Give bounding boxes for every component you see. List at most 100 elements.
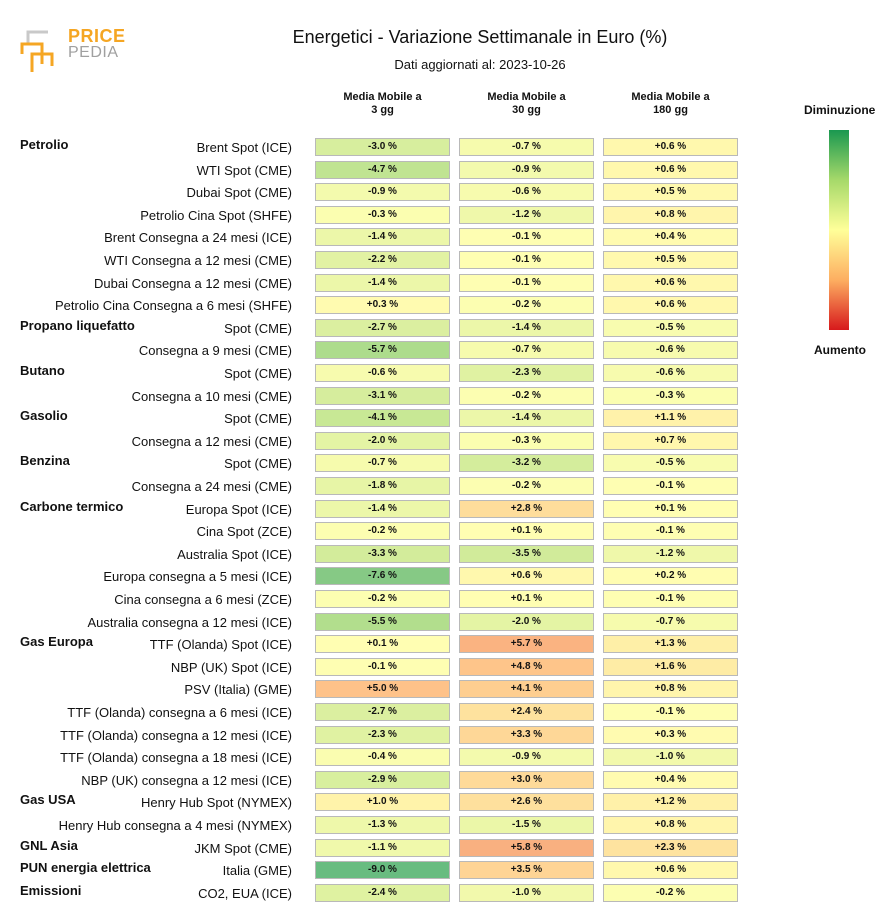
row-label: NBP (UK) Spot (ICE)	[170, 659, 292, 675]
column-header-line: 180 gg	[653, 104, 688, 116]
chart-subtitle: Dati aggiornati al: 2023-10-26	[394, 57, 566, 72]
heatmap-cell: -0.1 %	[603, 590, 738, 608]
heatmap-cell: +5.7 %	[459, 635, 594, 654]
row-label: NBP (UK) consegna a 12 mesi (ICE)	[81, 772, 292, 788]
heatmap-cell: -2.3 %	[459, 364, 594, 382]
row-label: TTF (Olanda) consegna a 12 mesi (ICE)	[60, 727, 292, 743]
heatmap-cell: -3.1 %	[315, 386, 450, 405]
heatmap-cell: +0.3 %	[603, 725, 738, 744]
legend-color-scale	[829, 130, 849, 330]
column-header-line: Media Mobile a	[631, 91, 710, 103]
heatmap-cell: +0.1 %	[603, 499, 738, 518]
heatmap-cell: -1.8 %	[315, 477, 450, 495]
row-label: Spot (CME)	[224, 411, 292, 427]
row-label: Henry Hub consegna a 4 mesi (NYMEX)	[58, 818, 292, 833]
heatmap-cell: -1.2 %	[459, 205, 594, 224]
row-label: Dubai Spot (CME)	[186, 185, 292, 201]
group-label: Gas USA	[20, 792, 76, 808]
heatmap-cell: +2.3 %	[603, 838, 738, 857]
heatmap-cell: +0.1 %	[459, 522, 594, 541]
heatmap-cell: +0.6 %	[459, 567, 594, 586]
heatmap-cell: -0.5 %	[603, 454, 738, 473]
column-header-30gg: Media Mobile a 30 gg	[459, 91, 594, 117]
row-label: Consegna a 24 mesi (CME)	[131, 479, 292, 494]
legend-top-label: Diminuzione	[804, 103, 876, 117]
heatmap-cell: +2.8 %	[459, 499, 594, 518]
heatmap-cell: +0.6 %	[603, 160, 738, 179]
row-label: Consegna a 10 mesi (CME)	[131, 388, 292, 404]
group-label: Gas Europa	[20, 634, 93, 650]
group-label: Butano	[20, 363, 65, 378]
heatmap-cell: -0.2 %	[459, 386, 594, 405]
heatmap-cell: -1.4 %	[459, 318, 594, 337]
column-header-line: 30 gg	[512, 104, 541, 116]
column-header-180gg: Media Mobile a 180 gg	[603, 91, 738, 117]
heatmap-cell: -2.0 %	[315, 431, 450, 450]
heatmap-cell: -2.4 %	[315, 883, 450, 902]
heatmap-cell: -0.7 %	[459, 138, 594, 156]
column-header-line: 3 gg	[371, 104, 394, 116]
heatmap-cell: -0.9 %	[459, 748, 594, 767]
row-label: Australia consegna a 12 mesi (ICE)	[87, 614, 292, 630]
heatmap-cell: +4.8 %	[459, 657, 594, 676]
row-label: CO2, EUA (ICE)	[198, 885, 292, 901]
heatmap-cell: -0.1 %	[459, 228, 594, 247]
row-label: JKM Spot (CME)	[194, 840, 292, 856]
row-label: Dubai Consegna a 12 mesi (CME)	[94, 275, 292, 291]
heatmap-cell: -1.2 %	[603, 544, 738, 563]
heatmap-cell: +0.2 %	[603, 567, 738, 586]
heatmap-cell: +0.6 %	[603, 138, 738, 156]
row-label: Australia Spot (ICE)	[177, 546, 292, 562]
heatmap-cell: -0.1 %	[315, 657, 450, 676]
column-header-line: Media Mobile a	[343, 91, 422, 103]
heatmap-cell: -1.4 %	[315, 499, 450, 518]
row-label: TTF (Olanda) consegna a 6 mesi (ICE)	[67, 705, 292, 720]
heatmap-cell: -7.6 %	[315, 567, 450, 586]
heatmap-cell: +0.6 %	[603, 861, 738, 880]
heatmap-cell: -1.3 %	[315, 816, 450, 834]
heatmap-cell: -2.7 %	[315, 703, 450, 721]
heatmap-cell: +0.3 %	[315, 296, 450, 315]
heatmap-cell: +0.7 %	[603, 431, 738, 450]
heatmap-cell: +0.8 %	[603, 816, 738, 834]
row-label: Brent Spot (ICE)	[196, 140, 292, 155]
row-label: Europa Spot (ICE)	[185, 501, 292, 517]
heatmap-cell: -0.2 %	[459, 477, 594, 495]
heatmap-cell: -1.5 %	[459, 816, 594, 834]
heatmap-cell: +2.6 %	[459, 793, 594, 812]
row-label: Brent Consegna a 24 mesi (ICE)	[104, 230, 292, 246]
row-label: Consegna a 9 mesi (CME)	[138, 343, 292, 359]
heatmap-cell: +0.6 %	[603, 273, 738, 292]
row-label: Italia (GME)	[222, 863, 292, 879]
heatmap-cell: +3.0 %	[459, 770, 594, 789]
legend-bottom-label: Aumento	[814, 343, 866, 357]
heatmap-cell: -2.9 %	[315, 770, 450, 789]
heatmap-cell: -0.6 %	[603, 341, 738, 360]
row-label: Europa consegna a 5 mesi (ICE)	[103, 569, 292, 585]
heatmap-cell: -0.1 %	[459, 251, 594, 269]
heatmap-cell: -0.3 %	[459, 431, 594, 450]
heatmap-cell: -0.9 %	[459, 160, 594, 179]
row-label: Henry Hub Spot (NYMEX)	[141, 795, 292, 811]
heatmap-cell: -0.7 %	[459, 341, 594, 360]
heatmap-cell: -3.2 %	[459, 454, 594, 473]
row-label: Cina consegna a 6 mesi (ZCE)	[114, 592, 292, 607]
row-label: Spot (CME)	[224, 456, 292, 472]
heatmap-cell: +5.8 %	[459, 838, 594, 857]
heatmap-cell: +1.0 %	[315, 793, 450, 812]
group-label: Benzina	[20, 453, 70, 469]
logo-text-price: PRICE	[68, 26, 126, 46]
heatmap-cell: -0.3 %	[603, 386, 738, 405]
heatmap-cell: -0.9 %	[315, 183, 450, 202]
group-label: Emissioni	[20, 882, 82, 898]
heatmap-cell: +0.5 %	[603, 183, 738, 202]
heatmap-cell: -0.1 %	[603, 477, 738, 495]
heatmap-cell: -0.6 %	[459, 183, 594, 202]
heatmap-cell: -5.7 %	[315, 341, 450, 360]
row-label: TTF (Olanda) Spot (ICE)	[149, 637, 292, 653]
row-label: TTF (Olanda) consegna a 18 mesi (ICE)	[60, 750, 292, 766]
heatmap-cell: -0.6 %	[315, 364, 450, 382]
group-label: Propano liquefatto	[20, 317, 135, 333]
heatmap-cell: +5.0 %	[315, 680, 450, 699]
heatmap-cell: +0.6 %	[603, 296, 738, 315]
